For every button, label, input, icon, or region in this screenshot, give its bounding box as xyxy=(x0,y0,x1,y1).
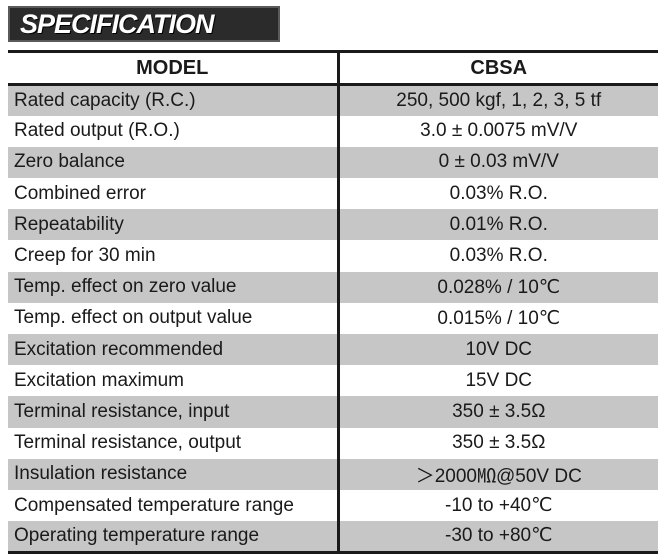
row-label: Repeatability xyxy=(8,209,340,241)
row-value: 0 ± 0.03 mV/V xyxy=(338,146,658,179)
row-label: Combined error xyxy=(8,178,340,210)
row-label: Creep for 30 min xyxy=(8,240,340,272)
row-value: 350 ± 3.5Ω xyxy=(338,396,658,428)
row-value: 15V DC xyxy=(338,365,658,397)
row-value: 0.015% / 10℃ xyxy=(338,302,658,334)
row-label: Temp. effect on output value xyxy=(8,302,340,334)
row-value: 0.028% / 10℃ xyxy=(338,271,658,303)
table-row: Creep for 30 min 0.03% R.O. xyxy=(8,240,658,272)
row-label: Rated output (R.O.) xyxy=(8,115,340,147)
row-label: Insulation resistance xyxy=(8,458,340,490)
row-value: 10V DC xyxy=(338,334,658,366)
row-label: Excitation maximum xyxy=(8,365,340,397)
page-title: SPECIFICATION xyxy=(20,8,215,39)
row-value: 0.03% R.O. xyxy=(338,240,658,272)
row-value: -10 to +40℃ xyxy=(338,489,658,522)
table-row: Insulation resistance ＞2000㏁@50V DC xyxy=(8,458,658,490)
row-value: 0.03% R.O. xyxy=(338,178,658,210)
table-row: Excitation recommended 10V DC xyxy=(8,334,658,366)
row-label: Operating temperature range xyxy=(8,521,340,553)
table-row: Zero balance 0 ± 0.03 mV/V xyxy=(8,146,658,179)
table-row: Repeatability 0.01% R.O. xyxy=(8,209,658,241)
table-row: Operating temperature range -30 to +80℃ xyxy=(8,521,658,553)
table-body: Rated capacity (R.C.) 250, 500 kgf, 1, 2… xyxy=(8,84,658,553)
row-value: ＞2000㏁@50V DC xyxy=(338,458,658,490)
table-row: Compensated temperature range -10 to +40… xyxy=(8,489,658,522)
table-header: MODEL CBSA xyxy=(8,51,658,85)
row-value: -30 to +80℃ xyxy=(338,521,658,553)
model-header-value: CBSA xyxy=(338,51,658,85)
row-label: Terminal resistance, input xyxy=(8,396,340,428)
row-label: Rated capacity (R.C.) xyxy=(8,84,340,116)
table-row: Rated capacity (R.C.) 250, 500 kgf, 1, 2… xyxy=(8,84,658,116)
row-label: Compensated temperature range xyxy=(8,489,340,522)
table-row: Combined error 0.03% R.O. xyxy=(8,178,658,210)
row-label: Excitation recommended xyxy=(8,334,340,366)
table-row: Excitation maximum 15V DC xyxy=(8,365,658,397)
table-row: Temp. effect on zero value 0.028% / 10℃ xyxy=(8,271,658,303)
row-label: Zero balance xyxy=(8,146,340,179)
row-value: 3.0 ± 0.0075 mV/V xyxy=(338,115,658,147)
table-row: Temp. effect on output value 0.015% / 10… xyxy=(8,302,658,334)
row-label: Terminal resistance, output xyxy=(8,427,340,459)
row-value: 250, 500 kgf, 1, 2, 3, 5 tf xyxy=(338,84,658,116)
row-value: 350 ± 3.5Ω xyxy=(338,427,658,459)
title-banner: SPECIFICATION xyxy=(8,6,280,42)
model-header-label: MODEL xyxy=(8,51,340,85)
table-row: Rated output (R.O.) 3.0 ± 0.0075 mV/V xyxy=(8,115,658,147)
header-row: MODEL CBSA xyxy=(8,51,658,85)
row-label: Temp. effect on zero value xyxy=(8,271,340,303)
specification-table: MODEL CBSA Rated capacity (R.C.) 250, 50… xyxy=(8,50,658,554)
row-value: 0.01% R.O. xyxy=(338,209,658,241)
table-row: Terminal resistance, output 350 ± 3.5Ω xyxy=(8,427,658,459)
table-row: Terminal resistance, input 350 ± 3.5Ω xyxy=(8,396,658,428)
